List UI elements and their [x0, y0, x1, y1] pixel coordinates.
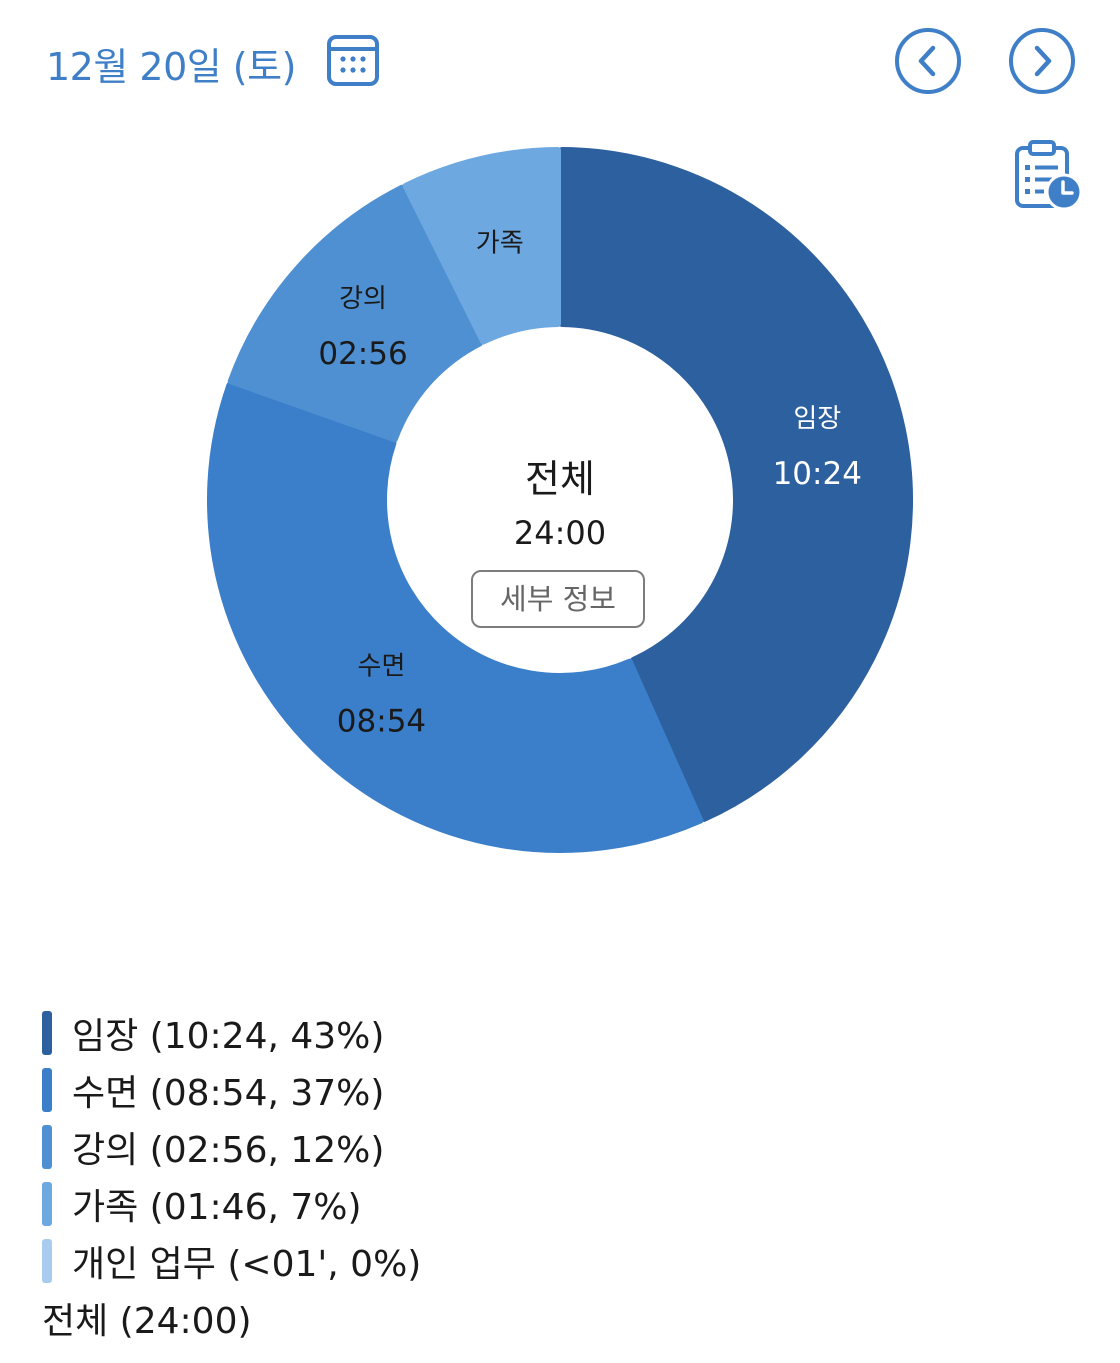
legend: 임장 (10:24, 43%) 수면 (08:54, 37%) 강의 (02:5… [42, 1004, 742, 1346]
slice-1[interactable] [207, 382, 704, 853]
legend-item: 강의 (02:56, 12%) [42, 1118, 742, 1175]
legend-label: 가족 (01:46, 7%) [72, 1186, 362, 1228]
chevron-right-circle-icon[interactable] [1007, 26, 1077, 96]
slice-label-name: 임장 [793, 404, 841, 434]
legend-swatch [42, 1010, 52, 1055]
slice-label-name: 가족 [476, 229, 524, 259]
center-total-label: 전체 [525, 457, 595, 501]
slice-3[interactable] [402, 147, 561, 345]
legend-swatch [42, 1124, 52, 1169]
legend-total: 전체 (24:00) [42, 1300, 252, 1342]
legend-label: 임장 (10:24, 43%) [72, 1015, 385, 1057]
date-title: 12월 20일 (토) [46, 45, 296, 89]
legend-item: 개인 업무 (<01', 0%) [42, 1232, 742, 1289]
slice-2[interactable] [227, 184, 483, 443]
legend-swatch [42, 1238, 52, 1283]
legend-label: 개인 업무 (<01', 0%) [72, 1243, 422, 1285]
donut-chart[interactable]: 임장 10:24 수면 08:54 강의 02:56 가족 [0, 0, 1120, 900]
detail-info-button[interactable]: 세부 정보 [471, 570, 645, 628]
legend-item: 가족 (01:46, 7%) [42, 1175, 742, 1232]
calendar-icon[interactable] [326, 32, 380, 88]
slice-label-time: 02:56 [318, 336, 407, 372]
legend-item: 임장 (10:24, 43%) [42, 1004, 742, 1061]
slice-label-name: 강의 [339, 284, 387, 314]
center-total-value: 24:00 [513, 514, 607, 552]
slice-0[interactable] [559, 147, 913, 822]
slice-label-time: 10:24 [773, 456, 862, 492]
legend-label: 강의 (02:56, 12%) [72, 1129, 385, 1171]
legend-swatch [42, 1067, 52, 1112]
legend-label: 수면 (08:54, 37%) [72, 1072, 385, 1114]
legend-item: 수면 (08:54, 37%) [42, 1061, 742, 1118]
chevron-left-circle-icon[interactable] [893, 26, 963, 96]
legend-swatch [42, 1181, 52, 1226]
clipboard-clock-icon[interactable] [1012, 138, 1082, 214]
slice-label-name: 수면 [358, 652, 406, 682]
slice-label-time: 08:54 [337, 704, 426, 740]
